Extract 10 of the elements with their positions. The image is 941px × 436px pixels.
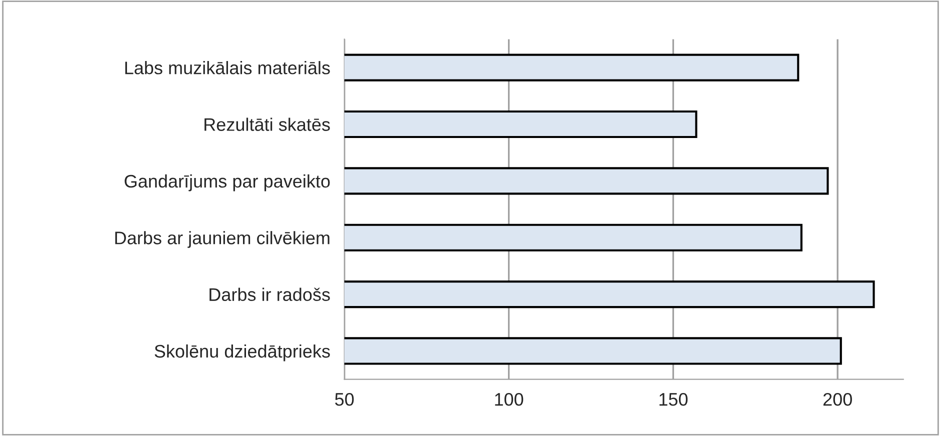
x-tick-label: 150	[660, 392, 688, 406]
x-tick-label: 100	[495, 392, 524, 406]
x-tick-label: 200	[823, 392, 852, 406]
y-tick-label: Labs muzikālais materiāls	[125, 61, 330, 74]
y-tick-label: Darbs ir radošs	[210, 288, 330, 302]
y-tick-label: Gandarījums par paveikto	[124, 174, 330, 192]
x-tick-label: 50	[335, 392, 354, 406]
y-tick-label: Rezultāti skatēs	[204, 118, 330, 131]
y-tick-label: Skolēnu dziedātprieks	[154, 344, 330, 362]
y-tick-label: Darbs ar jauniem cilvēkiem	[115, 231, 330, 248]
